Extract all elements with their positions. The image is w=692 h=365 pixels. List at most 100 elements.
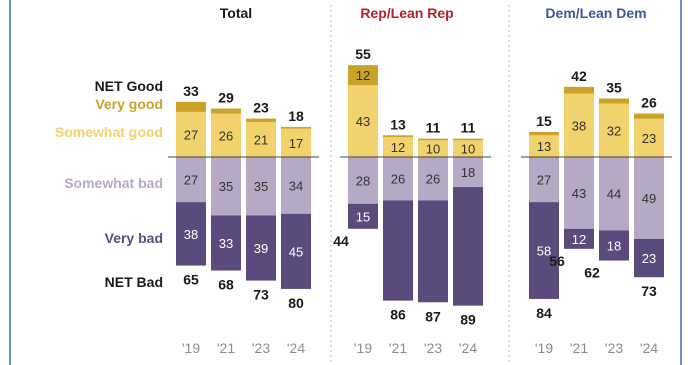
row-label-somewhat-bad: Somewhat bad bbox=[64, 175, 163, 191]
net-bad-dem-lean-dem-21: 56 bbox=[549, 253, 565, 269]
bar-very-bad-total-23 bbox=[246, 215, 276, 281]
label-somewhat-good-rep-lean-rep-23: 10 bbox=[426, 142, 440, 157]
label-somewhat-good-dem-lean-dem-21: 38 bbox=[572, 118, 586, 133]
x-tick-dem-lean-dem-23: '23 bbox=[605, 340, 623, 356]
bar-somewhat-good-total-23 bbox=[246, 121, 276, 157]
x-tick-total-19: '19 bbox=[182, 340, 200, 356]
label-somewhat-good-dem-lean-dem-24: 23 bbox=[642, 131, 656, 146]
bar-very-bad-total-19 bbox=[176, 202, 206, 266]
bar-somewhat-good-total-21 bbox=[211, 113, 241, 157]
x-tick-rep-lean-rep-24: '24 bbox=[459, 340, 477, 356]
bar-somewhat-bad-dem-lean-dem-24 bbox=[634, 157, 664, 239]
row-label-very-good: Very good bbox=[95, 96, 163, 112]
net-good-dem-lean-dem-21: 42 bbox=[571, 68, 587, 84]
label-somewhat-good-rep-lean-rep-21: 12 bbox=[391, 140, 405, 155]
net-good-rep-lean-rep-23: 11 bbox=[426, 120, 441, 136]
net-good-rep-lean-rep-24: 11 bbox=[461, 120, 476, 136]
label-very-bad-total-19: 38 bbox=[184, 227, 198, 242]
bar-somewhat-bad-dem-lean-dem-19 bbox=[529, 157, 559, 203]
bar-somewhat-good-dem-lean-dem-21 bbox=[564, 93, 594, 157]
bar-very-good-rep-lean-rep-23 bbox=[418, 138, 448, 141]
bar-very-bad-rep-lean-rep-21 bbox=[383, 200, 413, 301]
bar-very-bad-total-21 bbox=[211, 215, 241, 271]
net-bad-total-23: 73 bbox=[253, 287, 269, 303]
bar-somewhat-good-rep-lean-rep-21 bbox=[383, 136, 413, 157]
bar-somewhat-good-total-24 bbox=[281, 128, 311, 157]
label-very-bad-total-21: 33 bbox=[219, 236, 233, 251]
net-good-total-19: 33 bbox=[183, 83, 199, 99]
net-bad-rep-lean-rep-19: 44 bbox=[333, 233, 349, 249]
label-very-bad-total-24: 45 bbox=[289, 244, 303, 259]
chart-panels: Total 27 27 38 33 65 '19 26 35 33 29 68 '21 21 35 39 23 7… bbox=[168, 5, 672, 356]
bar-very-good-total-24 bbox=[281, 126, 311, 129]
x-tick-dem-lean-dem-24: '24 bbox=[640, 340, 658, 356]
x-tick-dem-lean-dem-19: '19 bbox=[535, 340, 553, 356]
x-tick-rep-lean-rep-21: '21 bbox=[389, 340, 407, 356]
net-bad-total-24: 80 bbox=[288, 295, 304, 311]
label-somewhat-bad-total-21: 35 bbox=[219, 179, 233, 194]
bar-somewhat-bad-total-23 bbox=[246, 157, 276, 216]
label-very-bad-dem-lean-dem-24: 23 bbox=[642, 251, 656, 266]
bar-very-good-rep-lean-rep-21 bbox=[383, 135, 413, 137]
label-somewhat-good-rep-lean-rep-24: 10 bbox=[461, 142, 475, 157]
label-somewhat-good-dem-lean-dem-19: 13 bbox=[537, 139, 551, 154]
bar-somewhat-good-rep-lean-rep-19 bbox=[348, 85, 378, 157]
bar-very-bad-total-24 bbox=[281, 213, 311, 289]
label-somewhat-bad-dem-lean-dem-24: 49 bbox=[642, 191, 656, 206]
label-very-bad-dem-lean-dem-19: 58 bbox=[537, 244, 551, 259]
label-very-bad-dem-lean-dem-21: 12 bbox=[572, 232, 586, 247]
x-tick-total-23: '23 bbox=[252, 340, 270, 356]
bar-somewhat-bad-rep-lean-rep-23 bbox=[418, 157, 448, 201]
bar-very-good-total-19 bbox=[176, 101, 206, 112]
bar-very-bad-dem-lean-dem-19 bbox=[529, 202, 559, 299]
x-tick-rep-lean-rep-19: '19 bbox=[354, 340, 372, 356]
bar-very-good-dem-lean-dem-23 bbox=[599, 98, 629, 104]
label-somewhat-bad-dem-lean-dem-21: 43 bbox=[572, 186, 586, 201]
bar-very-good-rep-lean-rep-24 bbox=[453, 138, 483, 141]
panel-title-dem-lean-dem: Dem/Lean Dem bbox=[545, 5, 646, 21]
bar-somewhat-bad-dem-lean-dem-21 bbox=[564, 157, 594, 229]
net-good-total-24: 18 bbox=[288, 108, 304, 124]
bar-very-bad-rep-lean-rep-23 bbox=[418, 200, 448, 303]
label-somewhat-good-total-19: 27 bbox=[184, 127, 198, 142]
label-somewhat-bad-rep-lean-rep-19: 28 bbox=[356, 173, 370, 188]
label-very-bad-total-23: 39 bbox=[254, 241, 268, 256]
bar-somewhat-good-rep-lean-rep-23 bbox=[418, 140, 448, 157]
x-tick-rep-lean-rep-23: '23 bbox=[424, 340, 442, 356]
net-bad-dem-lean-dem-19: 84 bbox=[536, 305, 552, 321]
label-somewhat-bad-dem-lean-dem-19: 27 bbox=[537, 173, 551, 188]
bar-very-bad-dem-lean-dem-21 bbox=[564, 228, 594, 249]
bar-somewhat-bad-rep-lean-rep-19 bbox=[348, 157, 378, 204]
bar-somewhat-good-dem-lean-dem-23 bbox=[599, 103, 629, 157]
net-good-dem-lean-dem-23: 35 bbox=[606, 80, 622, 96]
bar-very-good-dem-lean-dem-19 bbox=[529, 131, 559, 136]
x-tick-total-24: '24 bbox=[287, 340, 305, 356]
row-label-somewhat-good: Somewhat good bbox=[55, 124, 163, 140]
label-somewhat-good-total-21: 26 bbox=[219, 128, 233, 143]
net-bad-rep-lean-rep-21: 86 bbox=[390, 307, 406, 323]
net-good-dem-lean-dem-19: 15 bbox=[536, 113, 552, 129]
bar-somewhat-bad-total-24 bbox=[281, 157, 311, 214]
bar-very-bad-rep-lean-rep-19 bbox=[348, 203, 378, 229]
bar-very-good-rep-lean-rep-19 bbox=[348, 65, 378, 86]
bar-somewhat-good-dem-lean-dem-24 bbox=[634, 118, 664, 157]
net-good-rep-lean-rep-19: 55 bbox=[355, 46, 371, 62]
net-bad-dem-lean-dem-24: 73 bbox=[641, 283, 657, 299]
row-label-net-bad: NET Bad bbox=[105, 274, 163, 290]
panel-title-total: Total bbox=[220, 5, 252, 21]
label-somewhat-good-dem-lean-dem-23: 32 bbox=[607, 123, 621, 138]
net-bad-total-21: 68 bbox=[218, 277, 234, 293]
label-somewhat-good-total-24: 17 bbox=[289, 136, 303, 151]
label-very-good-rep-lean-rep-19: 12 bbox=[356, 68, 370, 83]
row-label-very-bad: Very bad bbox=[105, 230, 163, 246]
bar-somewhat-bad-rep-lean-rep-21 bbox=[383, 157, 413, 201]
bar-somewhat-bad-total-19 bbox=[176, 157, 206, 203]
net-good-total-23: 23 bbox=[253, 100, 269, 116]
label-somewhat-bad-total-23: 35 bbox=[254, 179, 268, 194]
label-somewhat-bad-rep-lean-rep-24: 18 bbox=[461, 165, 475, 180]
label-somewhat-bad-total-24: 34 bbox=[289, 178, 303, 193]
net-good-total-21: 29 bbox=[218, 90, 234, 106]
label-very-bad-dem-lean-dem-23: 18 bbox=[607, 239, 621, 254]
bar-very-bad-rep-lean-rep-24 bbox=[453, 187, 483, 306]
